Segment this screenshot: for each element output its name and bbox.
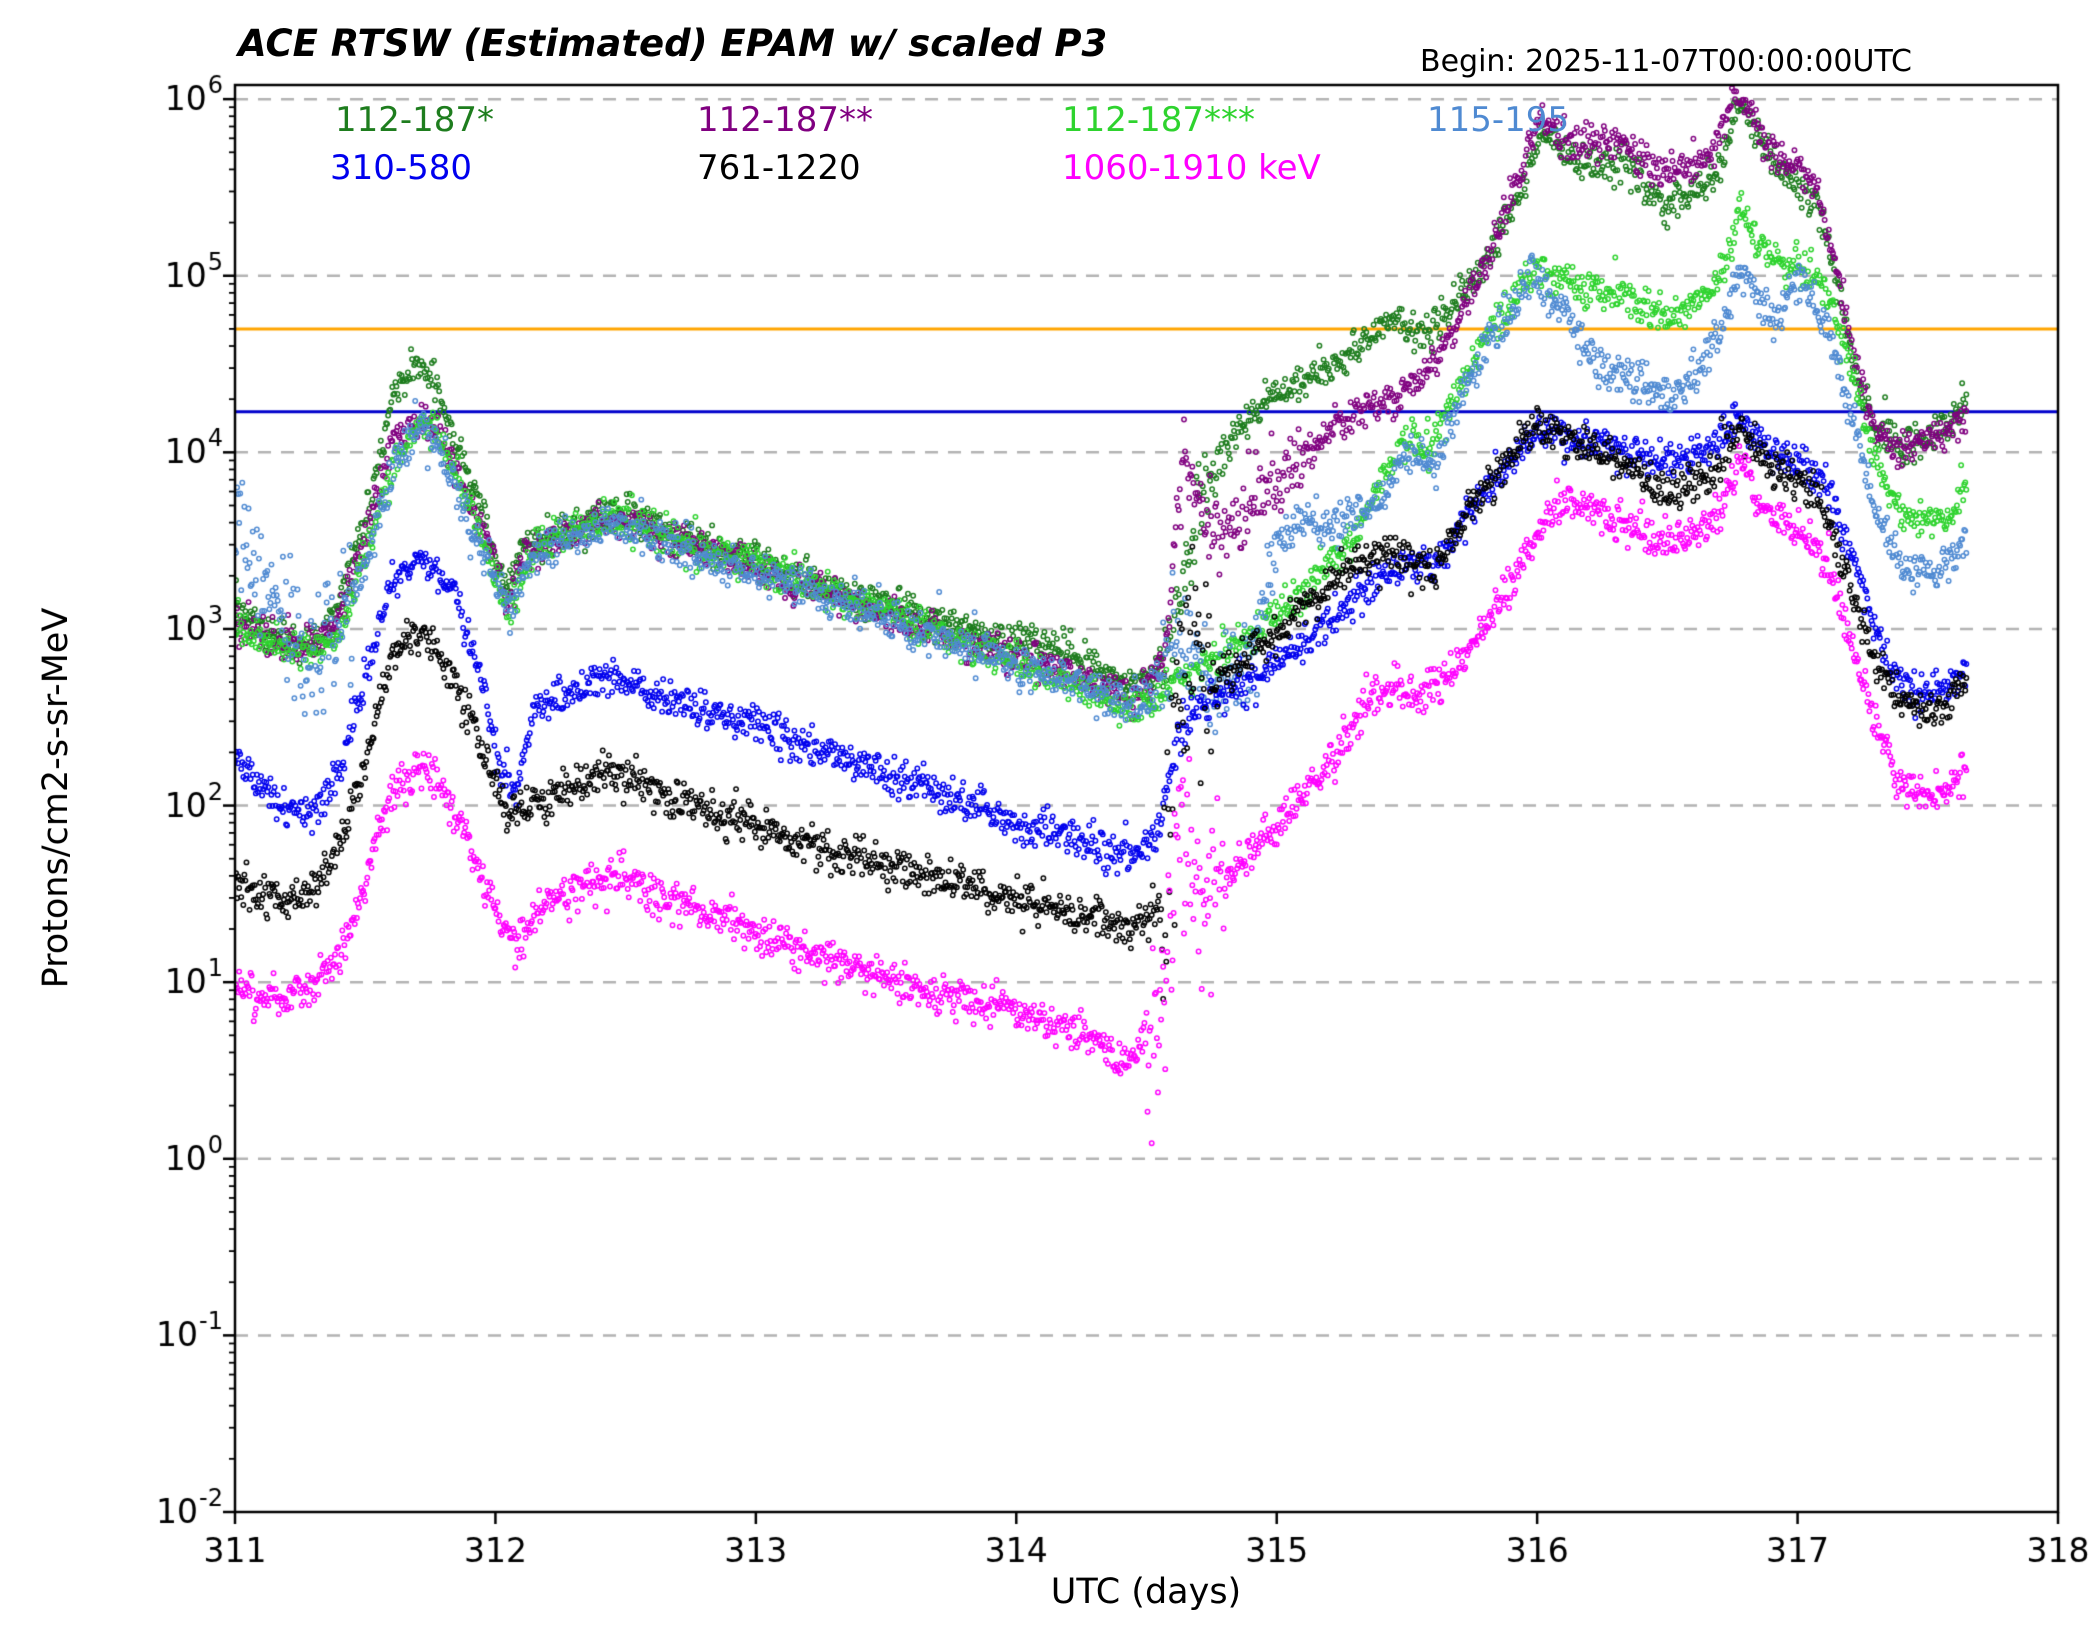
legend-item-112-187-star: 112-187* — [335, 100, 495, 140]
legend-item-310-580: 310-580 — [330, 148, 473, 188]
legend-item-112-187-starstar: 112-187** — [697, 100, 874, 140]
legend-item-115-195: 115-195 — [1427, 100, 1570, 140]
begin-timestamp-label: Begin: 2025-11-07T00:00:00UTC — [1420, 44, 1912, 79]
legend-item-1060-1910-kev: 1060-1910 keV — [1062, 148, 1321, 188]
legend-item-112-187-starstarstar: 112-187*** — [1062, 100, 1256, 140]
x-axis-label: UTC (days) — [1050, 1572, 1242, 1612]
legend-item-761-1220: 761-1220 — [697, 148, 861, 188]
y-axis-label: Protons/cm2-s-sr-MeV — [36, 607, 76, 989]
chart-title: ACE RTSW (Estimated) EPAM w/ scaled P3 — [238, 22, 1108, 65]
